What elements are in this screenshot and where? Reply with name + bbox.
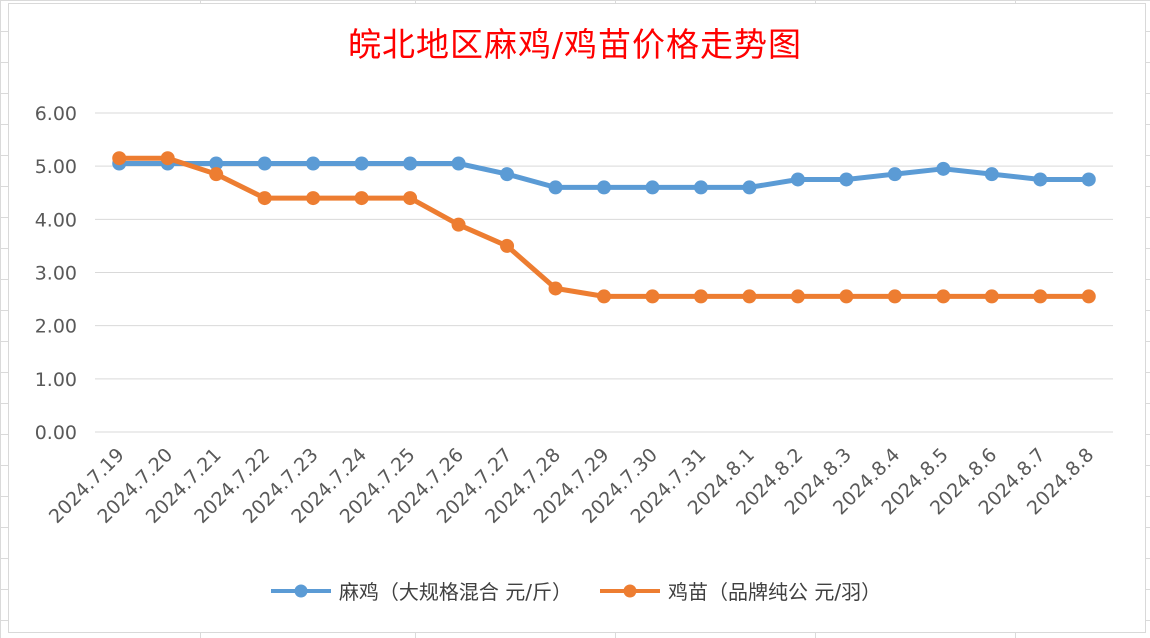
data-point: [112, 151, 127, 166]
legend-swatch-1: [600, 584, 660, 597]
legend-item-1: 鸡苗（品牌纯公 元/羽）: [598, 576, 881, 605]
data-point: [790, 289, 805, 304]
legend-label-1: 鸡苗（品牌纯公 元/羽）: [668, 580, 882, 604]
data-point: [354, 156, 369, 171]
x-axis-ticks: 2024.7.192024.7.202024.7.212024.7.222024…: [45, 444, 1098, 528]
data-point: [1033, 289, 1048, 304]
data-point: [839, 172, 854, 187]
legend-label-0: 麻鸡（大规格混合 元/斤）: [338, 580, 572, 604]
data-point: [742, 289, 757, 304]
data-point: [936, 289, 951, 304]
y-gridlines: [95, 112, 1113, 433]
data-point: [984, 289, 999, 304]
data-point: [1033, 172, 1048, 187]
data-point: [306, 191, 321, 206]
data-point: [548, 281, 563, 296]
series-1: [112, 151, 1096, 304]
data-point: [597, 289, 611, 304]
data-point: [209, 167, 224, 182]
data-point: [451, 156, 466, 171]
data-point: [548, 180, 563, 195]
data-point: [645, 180, 660, 195]
data-point: [403, 191, 418, 206]
data-point: [354, 191, 369, 206]
y-tick-label: 2.00: [35, 316, 77, 338]
y-tick-label: 0.00: [35, 422, 77, 444]
data-point: [790, 172, 805, 187]
data-point: [1081, 289, 1096, 304]
chart-title: 皖北地区麻鸡/鸡苗价格走势图: [347, 25, 803, 64]
data-point: [1081, 172, 1096, 187]
data-point: [451, 217, 466, 232]
y-tick-label: 6.00: [35, 103, 77, 125]
data-point: [887, 289, 902, 304]
data-point: [257, 191, 272, 206]
data-point: [306, 156, 321, 171]
data-point: [693, 289, 708, 304]
data-point: [936, 161, 951, 176]
legend-item-0: 麻鸡（大规格混合 元/斤）: [269, 576, 572, 605]
y-tick-label: 3.00: [35, 263, 77, 285]
data-point: [742, 180, 757, 195]
data-point: [839, 289, 854, 304]
y-tick-label: 1.00: [35, 369, 77, 391]
y-tick-label: 4.00: [35, 209, 77, 231]
data-point: [209, 156, 224, 171]
series-line-1: [119, 155, 1089, 299]
chart-area[interactable]: [8, 3, 1146, 633]
y-tick-label: 5.00: [35, 156, 77, 178]
data-point: [500, 167, 515, 182]
series-group: [112, 151, 1096, 304]
legend-swatch-0: [270, 584, 331, 597]
data-point: [500, 238, 515, 253]
data-point: [645, 289, 660, 304]
data-point: [160, 151, 175, 166]
data-point: [984, 167, 999, 182]
data-point: [887, 167, 902, 182]
legend: 麻鸡（大规格混合 元/斤） 鸡苗（品牌纯公 元/羽）: [0, 576, 1150, 605]
series-0: [112, 156, 1096, 195]
data-point: [597, 180, 611, 195]
data-point: [257, 156, 272, 171]
data-point: [403, 156, 418, 171]
data-point: [693, 180, 708, 195]
y-axis-ticks: 0.00 1.00 2.00 3.00 4.00 5.00 6.00: [35, 103, 77, 444]
